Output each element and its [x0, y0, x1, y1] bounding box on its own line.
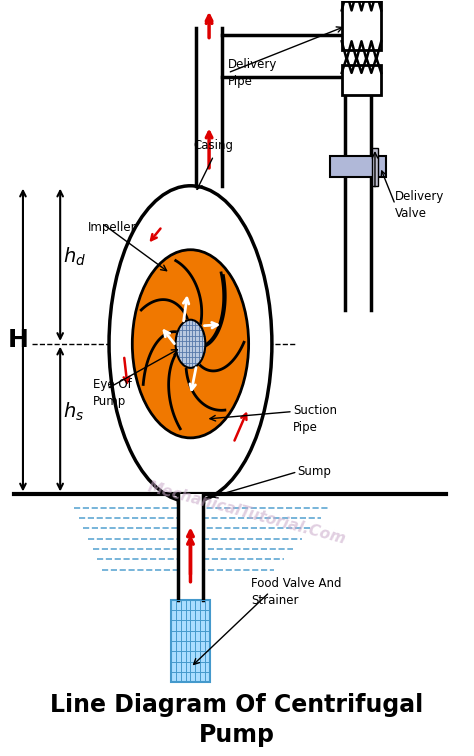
Text: Line Diagram Of Centrifugal
Pump: Line Diagram Of Centrifugal Pump: [50, 693, 424, 747]
Bar: [342, 65, 381, 95]
Text: Suction
Pipe: Suction Pipe: [293, 404, 337, 434]
Bar: [345, 76, 371, 310]
Bar: [196, 28, 222, 186]
Bar: [372, 148, 378, 186]
Text: Eye Of
Pump: Eye Of Pump: [93, 378, 131, 407]
Bar: [342, 2, 381, 51]
Circle shape: [132, 249, 249, 438]
Text: Delivery
Valve: Delivery Valve: [395, 190, 445, 219]
Text: MechanicalTutorial.Com: MechanicalTutorial.Com: [146, 479, 347, 547]
Text: Delivery
Pipe: Delivery Pipe: [228, 58, 277, 88]
Text: Food Valve And
Strainer: Food Valve And Strainer: [251, 577, 341, 607]
Bar: [178, 494, 203, 502]
Text: $h_s$: $h_s$: [63, 401, 84, 423]
Bar: [330, 156, 386, 178]
Bar: [178, 494, 203, 600]
Text: Impeller: Impeller: [88, 221, 137, 234]
Text: H: H: [8, 328, 29, 352]
Circle shape: [175, 320, 205, 368]
Text: $h_d$: $h_d$: [63, 246, 86, 268]
Bar: [222, 36, 358, 76]
Ellipse shape: [109, 186, 272, 502]
Text: Casing: Casing: [194, 139, 234, 152]
Bar: [171, 600, 210, 683]
Text: Sump: Sump: [298, 465, 331, 479]
